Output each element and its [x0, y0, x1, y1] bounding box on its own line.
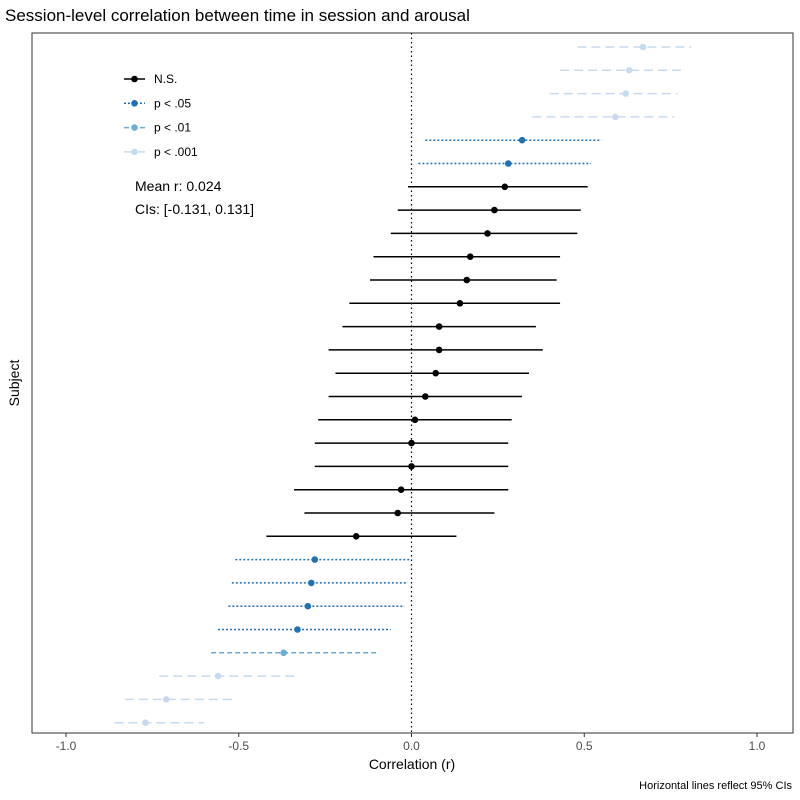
- x-tick-label-5: 1.0: [749, 739, 766, 753]
- point-3: [622, 90, 630, 97]
- point-17: [411, 416, 419, 424]
- point-22: [352, 533, 360, 540]
- chart-title: Session-level correlation between time i…: [5, 6, 470, 25]
- legend-label-ns: N.S.: [154, 72, 177, 86]
- point-12: [456, 300, 464, 307]
- point-26: [294, 626, 301, 633]
- legend-key-point-p01: [131, 124, 138, 131]
- point-6: [504, 160, 512, 167]
- point-28: [214, 672, 222, 680]
- point-2: [625, 67, 633, 74]
- point-11: [463, 276, 471, 284]
- x-tick-label-1: -1.0: [56, 739, 77, 753]
- point-8: [491, 206, 498, 214]
- legend-label-p01: p < .01: [154, 121, 191, 135]
- ci-lines-group: [114, 46, 692, 724]
- point-9: [484, 230, 491, 237]
- legend-key-point-ns: [131, 75, 138, 83]
- point-1: [639, 43, 647, 51]
- point-14: [435, 346, 443, 354]
- x-tick-label-4: 0.5: [576, 739, 593, 753]
- point-10: [466, 253, 474, 260]
- point-27: [280, 649, 287, 657]
- legend: N.S. p < .05 p < .01 p < .001: [124, 72, 198, 159]
- ci-annotation: CIs: [-0.131, 0.131]: [135, 201, 254, 217]
- plot-panel-border: [31, 32, 794, 734]
- points-group: [142, 43, 647, 726]
- point-20: [397, 486, 405, 494]
- y-axis-title: Subject: [6, 360, 22, 407]
- point-7: [501, 183, 509, 191]
- point-5: [518, 136, 526, 144]
- x-axis-title: Correlation (r): [369, 756, 455, 772]
- caption: Horizontal lines reflect 95% CIs: [639, 780, 792, 792]
- x-tick-label-2: -0.5: [228, 739, 249, 753]
- point-23: [311, 556, 319, 563]
- point-18: [408, 439, 415, 447]
- point-24: [308, 579, 315, 587]
- legend-label-p001: p < .001: [154, 145, 198, 159]
- point-16: [422, 393, 429, 400]
- point-30: [142, 719, 149, 726]
- point-21: [394, 509, 401, 517]
- point-13: [435, 323, 443, 330]
- point-25: [304, 602, 312, 610]
- x-axis-ticks: -1.0 -0.5 0.0 0.5 1.0: [56, 733, 766, 753]
- x-tick-label-3: 0.0: [403, 739, 420, 753]
- legend-key-point-p001: [131, 148, 138, 156]
- point-19: [408, 463, 415, 470]
- legend-label-p05: p < .05: [154, 96, 191, 110]
- legend-key-point-p05: [131, 100, 138, 107]
- point-15: [432, 369, 439, 377]
- mean-r-annotation: Mean r: 0.024: [135, 178, 222, 194]
- point-29: [162, 696, 170, 703]
- point-4: [612, 113, 619, 121]
